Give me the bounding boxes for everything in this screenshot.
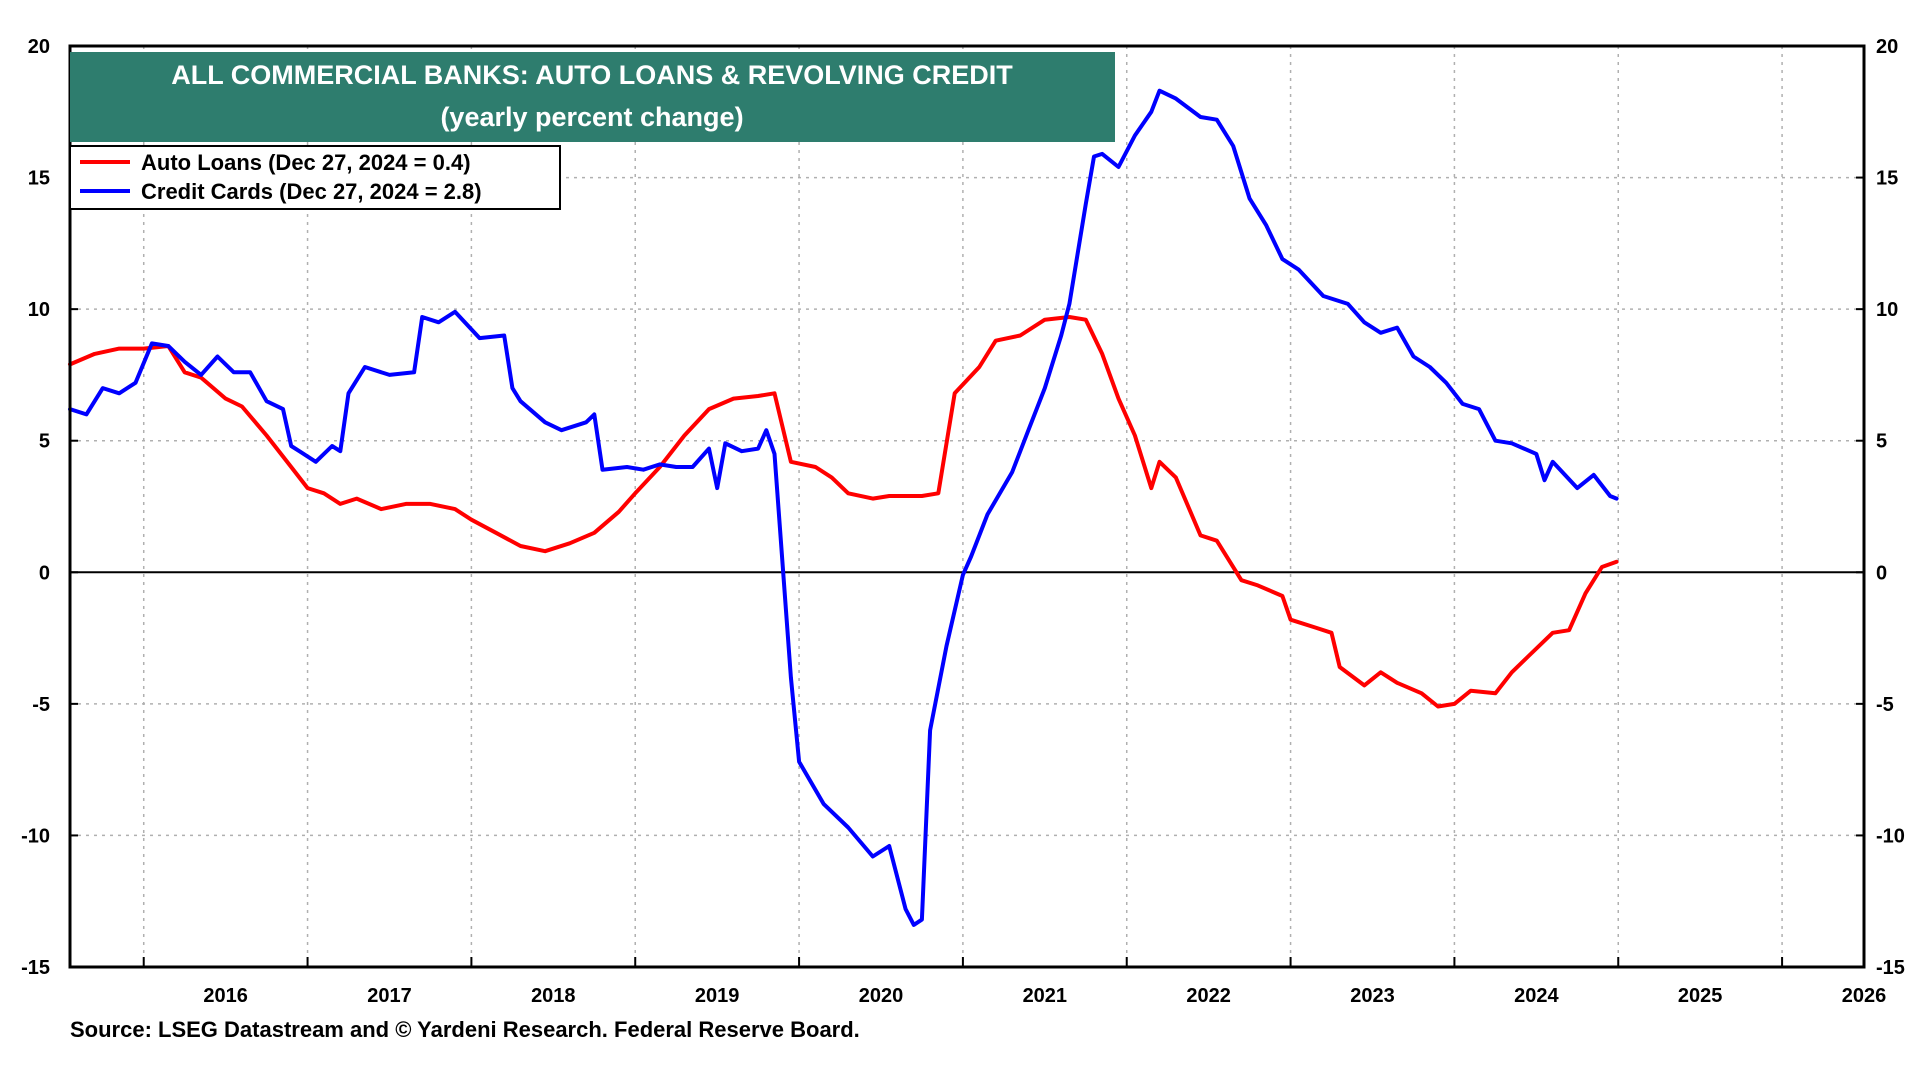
title-box: ALL COMMERCIAL BANKS: AUTO LOANS & REVOL… — [70, 52, 1115, 142]
x-tick-label: 2016 — [203, 985, 248, 1007]
y-tick-label-left: 20 — [28, 36, 50, 58]
x-tick-label: 2021 — [1023, 985, 1068, 1007]
plot-frame — [68, 44, 1866, 969]
y-tick-label-right: -15 — [1876, 957, 1905, 979]
x-tick-label: 2017 — [367, 985, 412, 1007]
series-layer — [68, 88, 1619, 927]
x-tick-label: 2024 — [1514, 985, 1559, 1007]
y-tick-label-left: -10 — [21, 825, 50, 847]
series-line-auto — [68, 315, 1619, 709]
x-tick-label: 2026 — [1842, 985, 1887, 1007]
y-tick-label-right: -10 — [1876, 825, 1905, 847]
x-tick-label: 2022 — [1186, 985, 1231, 1007]
y-tick-label-right: 20 — [1876, 36, 1898, 58]
y-tick-label-left: -5 — [32, 694, 50, 716]
x-tick-label: 2023 — [1350, 985, 1395, 1007]
x-tick-label: 2019 — [695, 985, 740, 1007]
legend-box — [69, 145, 561, 210]
y-tick-label-right: 10 — [1876, 299, 1898, 321]
y-tick-label-left: 15 — [28, 168, 50, 190]
x-tick-label: 2025 — [1678, 985, 1723, 1007]
y-tick-label-left: -15 — [21, 957, 50, 979]
title-background — [70, 52, 1115, 142]
y-tick-label-right: 0 — [1876, 562, 1887, 584]
y-tick-label-left: 5 — [39, 431, 50, 453]
y-tick-label-left: 10 — [28, 299, 50, 321]
y-tick-label-right: 15 — [1876, 168, 1898, 190]
chart-title: ALL COMMERCIAL BANKS: AUTO LOANS & REVOL… — [171, 60, 1013, 90]
legend: Auto Loans (Dec 27, 2024 = 0.4) Credit C… — [69, 145, 561, 210]
x-tick-label: 2018 — [531, 985, 576, 1007]
source-note: Source: LSEG Datastream and © Yardeni Re… — [70, 1017, 860, 1042]
y-tick-label-left: 0 — [39, 562, 50, 584]
x-tick-label: 2020 — [859, 985, 904, 1007]
y-tick-label-right: -5 — [1876, 694, 1894, 716]
series-line-cards — [68, 88, 1619, 927]
legend-label-auto: Auto Loans (Dec 27, 2024 = 0.4) — [141, 150, 471, 175]
y-tick-label-right: 5 — [1876, 431, 1887, 453]
legend-label-cards: Credit Cards (Dec 27, 2024 = 2.8) — [141, 179, 482, 204]
chart-subtitle: (yearly percent change) — [440, 102, 743, 132]
